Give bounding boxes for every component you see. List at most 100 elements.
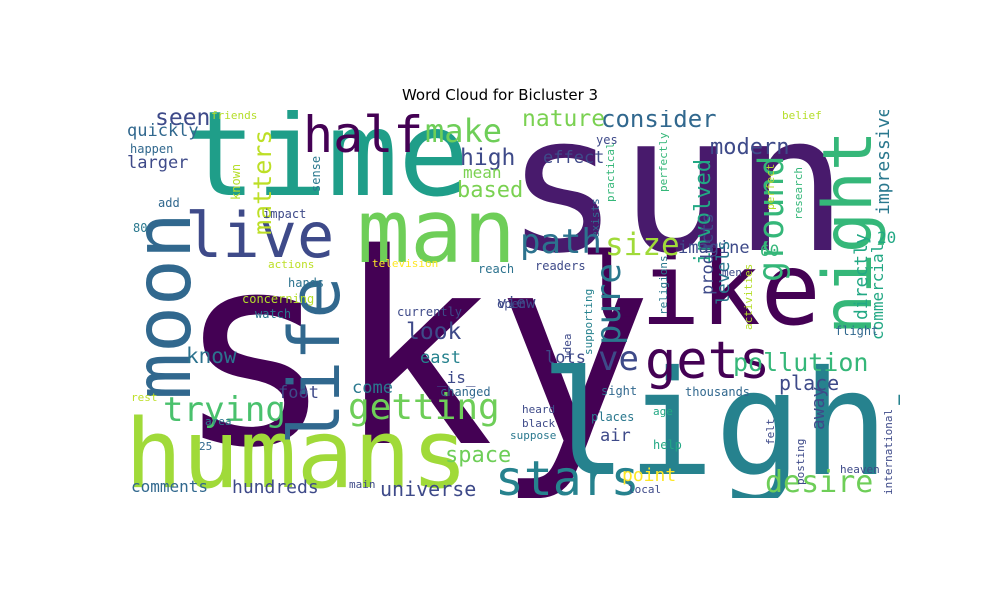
word: east [420,348,461,368]
word: based [457,178,524,203]
word: make [425,112,503,150]
word: watch [255,307,292,321]
word: 60 [760,241,780,260]
word: hands [288,276,325,290]
word: 20 [877,228,897,247]
word: heard [522,403,556,416]
word: high [460,145,516,171]
word: 80 [133,221,148,235]
word: _is_ [437,368,476,387]
word: perfect [764,163,777,210]
word: yes [596,133,618,147]
word: men [722,266,742,279]
word: suppose [510,429,557,442]
word: friends [211,110,258,122]
word: view [497,293,536,312]
word: impressive [873,110,894,215]
word: pollution [733,348,869,377]
word: sight [601,384,638,398]
word: place [779,371,840,395]
word: posting [794,438,807,485]
word: religions [657,255,670,315]
word: age [653,405,673,418]
word: time [185,110,470,223]
word: stars [495,451,640,498]
word: hundreds [232,477,319,498]
word: path [520,222,602,262]
chart-title: Word Cloud for Bicluster 3 [401,86,599,104]
word: humans [125,400,469,499]
word: imagine [678,238,750,258]
word: local [628,483,662,496]
word: sun [505,110,849,295]
word: point [622,465,677,486]
word: lots [545,348,586,368]
word: pure [589,263,629,345]
word: main [349,478,376,491]
word: universe [380,477,477,498]
word: activities [742,263,755,330]
word: size [605,227,680,263]
word: perfectly [657,132,670,192]
word: international [882,408,895,495]
word: mean [463,163,502,182]
word: man [357,180,516,283]
word: quickly [127,121,199,141]
word: rest [131,391,158,404]
word: readers [535,259,586,273]
word-cloud: sky sun light time humans moon like man … [125,110,900,498]
word: reach [478,262,515,276]
word: light [540,340,900,498]
word: concerning [242,292,315,306]
word: look [406,319,462,345]
word: actions [268,258,315,271]
word: seen [155,110,211,131]
word: space [445,443,512,468]
word: open [497,297,526,311]
word: half [303,110,424,164]
word: sky [175,198,654,498]
word: area [205,415,232,428]
word: gets [645,331,771,391]
word: practical [604,142,617,202]
word: consider [601,110,717,133]
word: 25 [199,440,213,453]
word: impact [263,207,307,221]
word: idea [561,333,574,361]
word: help [653,438,682,452]
word: effect [543,148,605,168]
word: places [591,410,635,424]
word: currently [397,305,463,319]
word: trying [163,390,286,430]
word: exists [589,198,602,238]
word: live [185,199,335,272]
word: flight [835,324,879,338]
word: modern [710,135,790,160]
word: foot [278,383,319,403]
word: happen [130,142,174,156]
word: sense [309,155,323,192]
word: add [158,196,180,210]
word: come [352,378,393,398]
word: like [580,231,821,348]
word: thousands [685,385,751,399]
word: belief [782,110,822,122]
word: air [600,426,631,446]
word: getting [348,387,500,428]
word: black [522,417,556,430]
word: research [792,167,805,220]
word: know [186,344,237,368]
word: supporting [582,288,595,355]
word: larger [127,153,189,173]
word: products [698,213,718,295]
word: changed [440,385,491,399]
word: nature [522,110,606,132]
word: comments [131,477,209,496]
word: known [229,163,243,200]
word: desire [765,465,874,498]
word: felt [764,418,777,446]
word: heaven [840,463,880,476]
word: ve [598,339,639,379]
word: television [372,257,439,270]
word: away [808,386,829,430]
